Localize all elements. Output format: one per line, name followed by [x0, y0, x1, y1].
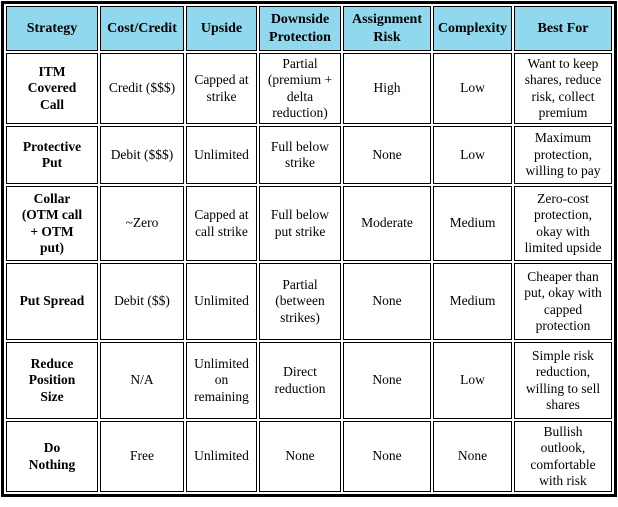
cell-complexity: Low [433, 342, 512, 419]
cell-complexity: Medium [433, 186, 512, 261]
cell-assignment-risk: High [343, 53, 431, 124]
cell-downside-protection: Partial (between strikes) [259, 263, 341, 340]
cell-downside-protection: None [259, 421, 341, 492]
table-row-protective-put: Protective Put Debit ($$$) Unlimited Ful… [6, 126, 612, 184]
cell-assignment-risk: None [343, 126, 431, 184]
cell-complexity: Low [433, 53, 512, 124]
table-row-itm-covered-call: ITM Covered Call Credit ($$$) Capped at … [6, 53, 612, 124]
cell-upside: Capped at call strike [186, 186, 257, 261]
cell-best-for: Zero-cost protection, okay with limited … [514, 186, 612, 261]
header-row: Strategy Cost/Credit Upside Downside Pro… [6, 6, 612, 51]
row-header-strategy: Do Nothing [6, 421, 98, 492]
cell-downside-protection: Full below strike [259, 126, 341, 184]
cell-best-for: Want to keep shares, reduce risk, collec… [514, 53, 612, 124]
cell-upside: Unlimited [186, 126, 257, 184]
table-row-collar: Collar (OTM call + OTM put) ~Zero Capped… [6, 186, 612, 261]
column-header-best-for: Best For [514, 6, 612, 51]
cell-best-for: Maximum protection, willing to pay [514, 126, 612, 184]
cell-best-for: Simple risk reduction, willing to sell s… [514, 342, 612, 419]
cell-cost-credit: Debit ($$) [100, 263, 184, 340]
cell-upside: Unlimited on remaining [186, 342, 257, 419]
column-header-upside: Upside [186, 6, 257, 51]
cell-complexity: Medium [433, 263, 512, 340]
row-header-strategy: ITM Covered Call [6, 53, 98, 124]
cell-cost-credit: N/A [100, 342, 184, 419]
cell-complexity: Low [433, 126, 512, 184]
cell-downside-protection: Partial (premium + delta reduction) [259, 53, 341, 124]
cell-cost-credit: Debit ($$$) [100, 126, 184, 184]
row-header-strategy: Collar (OTM call + OTM put) [6, 186, 98, 261]
table-row-do-nothing: Do Nothing Free Unlimited None None None… [6, 421, 612, 492]
cell-downside-protection: Direct reduction [259, 342, 341, 419]
cell-cost-credit: Credit ($$$) [100, 53, 184, 124]
strategy-comparison-table: Strategy Cost/Credit Upside Downside Pro… [1, 1, 617, 497]
column-header-strategy: Strategy [6, 6, 98, 51]
column-header-cost-credit: Cost/Credit [100, 6, 184, 51]
cell-assignment-risk: None [343, 421, 431, 492]
cell-best-for: Bullish outlook, comfortable with risk [514, 421, 612, 492]
cell-downside-protection: Full below put strike [259, 186, 341, 261]
cell-assignment-risk: Moderate [343, 186, 431, 261]
cell-best-for: Cheaper than put, okay with capped prote… [514, 263, 612, 340]
cell-assignment-risk: None [343, 263, 431, 340]
cell-cost-credit: ~Zero [100, 186, 184, 261]
table-row-reduce-position-size: Reduce Position Size N/A Unlimited on re… [6, 342, 612, 419]
cell-upside: Capped at strike [186, 53, 257, 124]
column-header-complexity: Complexity [433, 6, 512, 51]
row-header-strategy: Protective Put [6, 126, 98, 184]
cell-assignment-risk: None [343, 342, 431, 419]
cell-upside: Unlimited [186, 421, 257, 492]
cell-complexity: None [433, 421, 512, 492]
table-row-put-spread: Put Spread Debit ($$) Unlimited Partial … [6, 263, 612, 340]
row-header-strategy: Reduce Position Size [6, 342, 98, 419]
column-header-assignment-risk: Assignment Risk [343, 6, 431, 51]
cell-cost-credit: Free [100, 421, 184, 492]
row-header-strategy: Put Spread [6, 263, 98, 340]
cell-upside: Unlimited [186, 263, 257, 340]
column-header-downside-protection: Downside Protection [259, 6, 341, 51]
